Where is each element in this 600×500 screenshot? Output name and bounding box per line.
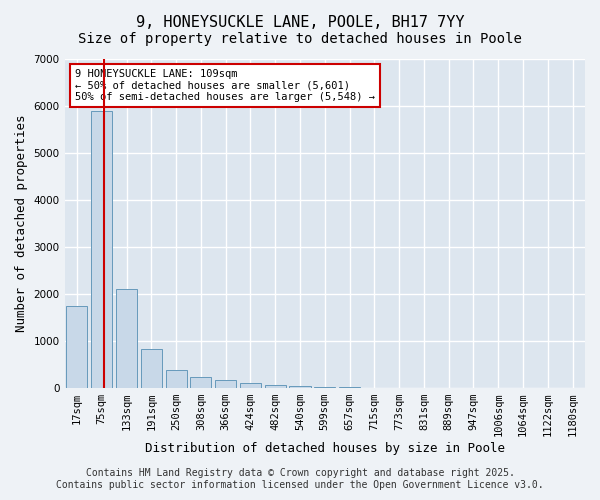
- Text: Contains HM Land Registry data © Crown copyright and database right 2025.
Contai: Contains HM Land Registry data © Crown c…: [56, 468, 544, 490]
- Text: 9 HONEYSUCKLE LANE: 109sqm
← 50% of detached houses are smaller (5,601)
50% of s: 9 HONEYSUCKLE LANE: 109sqm ← 50% of deta…: [75, 69, 375, 102]
- Bar: [289, 386, 311, 388]
- Bar: [67, 306, 88, 388]
- Bar: [116, 289, 137, 388]
- Bar: [190, 376, 211, 388]
- X-axis label: Distribution of detached houses by size in Poole: Distribution of detached houses by size …: [145, 442, 505, 455]
- Text: 9, HONEYSUCKLE LANE, POOLE, BH17 7YY: 9, HONEYSUCKLE LANE, POOLE, BH17 7YY: [136, 15, 464, 30]
- Text: Size of property relative to detached houses in Poole: Size of property relative to detached ho…: [78, 32, 522, 46]
- Bar: [166, 370, 187, 388]
- Bar: [91, 110, 112, 388]
- Bar: [314, 387, 335, 388]
- Bar: [215, 380, 236, 388]
- Bar: [141, 350, 162, 388]
- Bar: [240, 383, 261, 388]
- Y-axis label: Number of detached properties: Number of detached properties: [15, 114, 28, 332]
- Bar: [265, 384, 286, 388]
